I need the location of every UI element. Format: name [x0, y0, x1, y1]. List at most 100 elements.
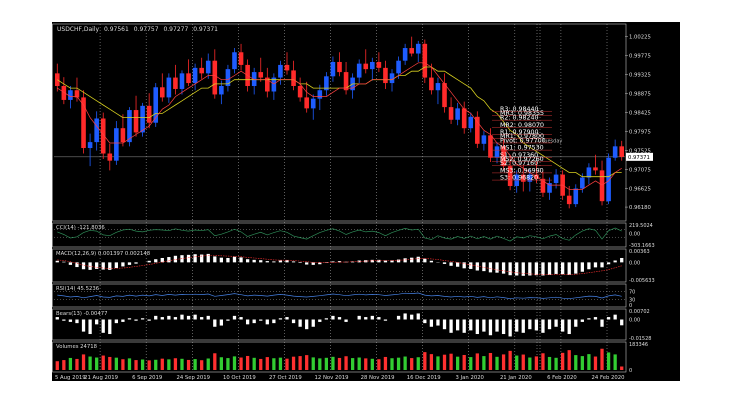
price-axis-label: 0.96180	[629, 205, 652, 211]
candle-body	[225, 69, 231, 87]
candle-body	[297, 86, 303, 98]
date-label: 24 Sep 2019	[176, 375, 210, 381]
candle-body	[370, 61, 375, 70]
macd-signal-line	[57, 255, 622, 275]
candle-body	[527, 174, 533, 182]
pivot-level-label: MS2: 0.97260	[500, 156, 544, 163]
candle-body	[114, 128, 119, 161]
candle-body	[540, 178, 546, 193]
symbol-header: USDCHF,Daily 0.97561 0.97757 0.97277 0.9…	[57, 26, 218, 33]
pivot-level-label: R1: 0.97900	[500, 129, 539, 136]
pivot-level-label: Pivot: 0.97700	[500, 137, 546, 144]
candle-body	[107, 153, 113, 161]
candle-body	[481, 135, 487, 144]
volumes-axis-label: 0	[629, 368, 632, 374]
candle-body	[74, 90, 80, 98]
pivot-level-label: MR3: 0.98355	[500, 110, 544, 117]
cci-header: CCI(14) -121.8036	[56, 225, 105, 231]
candle-body	[520, 174, 526, 182]
candle-body	[389, 73, 395, 84]
candle-body	[238, 52, 244, 65]
price-axis-label: 0.99775	[629, 53, 651, 59]
candle-body	[442, 83, 447, 108]
panel-rsi-frame	[52, 283, 627, 308]
cci-line	[57, 227, 622, 242]
price-axis-label: 0.98875	[629, 91, 651, 97]
price-axis-label: 0.99325	[629, 72, 651, 78]
candle-body	[310, 98, 316, 109]
candle-body	[133, 110, 139, 133]
candle-body	[606, 157, 611, 202]
pivot-level-label: MS3: 0.96990	[500, 167, 544, 174]
price-axis-label: 0.97525	[629, 148, 651, 154]
candle-body	[278, 64, 283, 78]
candle-body	[422, 43, 428, 78]
candle-body	[429, 77, 434, 91]
candle-body	[199, 67, 204, 74]
candle-body	[192, 67, 198, 84]
candle-body	[324, 76, 329, 91]
candle-body	[68, 90, 73, 100]
candle-body	[173, 77, 178, 89]
candle-body	[402, 48, 408, 61]
candle-body	[219, 86, 224, 95]
candle-body	[212, 60, 218, 95]
panel-bears-frame	[52, 308, 627, 341]
candle-body	[337, 61, 342, 73]
pivot-level-label: R2: 0.98240	[500, 115, 539, 122]
date-label: 12 Nov 2019	[315, 375, 349, 381]
rsi-axis-label: 0	[629, 303, 632, 309]
date-label: 21 Aug 2019	[84, 375, 118, 381]
candle-body	[494, 146, 500, 158]
candle-body	[396, 60, 401, 74]
bears-axis-label: -0.01528	[629, 336, 651, 342]
candle-body	[186, 73, 191, 84]
candle-body	[304, 97, 309, 109]
cci-axis-label: -303.1663	[629, 243, 655, 249]
candle-body	[153, 87, 159, 123]
candle-body	[475, 116, 480, 144]
candle-body	[383, 67, 388, 84]
candle-body	[455, 108, 460, 120]
date-label: 5 Aug 2019	[55, 375, 86, 381]
candle-body	[179, 73, 185, 89]
date-label: 27 Oct 2019	[269, 375, 302, 381]
pivot-level-label: MR1: 0.97800	[500, 133, 544, 140]
candle-body	[61, 86, 67, 100]
candle-body	[409, 48, 414, 54]
candle-body	[580, 177, 585, 189]
date-label: 10 Oct 2019	[223, 375, 256, 381]
pivot-level-label: MR2: 0.98070	[500, 122, 544, 129]
ohlc-low: 0.97277	[163, 26, 188, 33]
fast-ma-line	[57, 62, 622, 190]
candle-body	[120, 128, 126, 143]
candle-body	[468, 116, 474, 129]
rsi-axis-label: 70	[629, 290, 635, 296]
candle-body	[343, 72, 349, 91]
candle-body	[166, 77, 172, 98]
date-label: 6 Feb 2020	[547, 375, 577, 381]
candle-body	[507, 166, 513, 186]
price-axis-label: 0.97075	[629, 167, 651, 173]
macd-axis-label: -0.005633	[629, 278, 655, 284]
candle-body	[291, 70, 296, 87]
candle-body	[94, 118, 99, 143]
price-axis-label: 1.00225	[629, 34, 651, 40]
candle-body	[87, 142, 93, 149]
chart-window[interactable]: USDCHF,Daily 0.97561 0.97757 0.97277 0.9…	[52, 22, 680, 381]
candle-body	[488, 135, 493, 158]
chart-canvas[interactable]: USDCHF,Daily 0.97561 0.97757 0.97277 0.9…	[52, 22, 680, 381]
volumes-axis-label: 183346	[629, 342, 648, 348]
price-axis-label: 0.97975	[629, 129, 651, 135]
cci-axis-label: 219.5024	[629, 223, 653, 229]
candle-body	[619, 146, 625, 157]
candle-body	[159, 87, 165, 98]
candle-body	[435, 83, 441, 91]
candle-body	[566, 195, 572, 205]
current-price-tag	[626, 152, 653, 161]
ohlc-open: 0.97561	[104, 26, 129, 33]
rsi-axis-label: 30	[629, 297, 635, 303]
date-label: 24 Feb 2020	[592, 375, 626, 381]
candle-body	[586, 167, 592, 178]
candle-body	[376, 61, 382, 68]
